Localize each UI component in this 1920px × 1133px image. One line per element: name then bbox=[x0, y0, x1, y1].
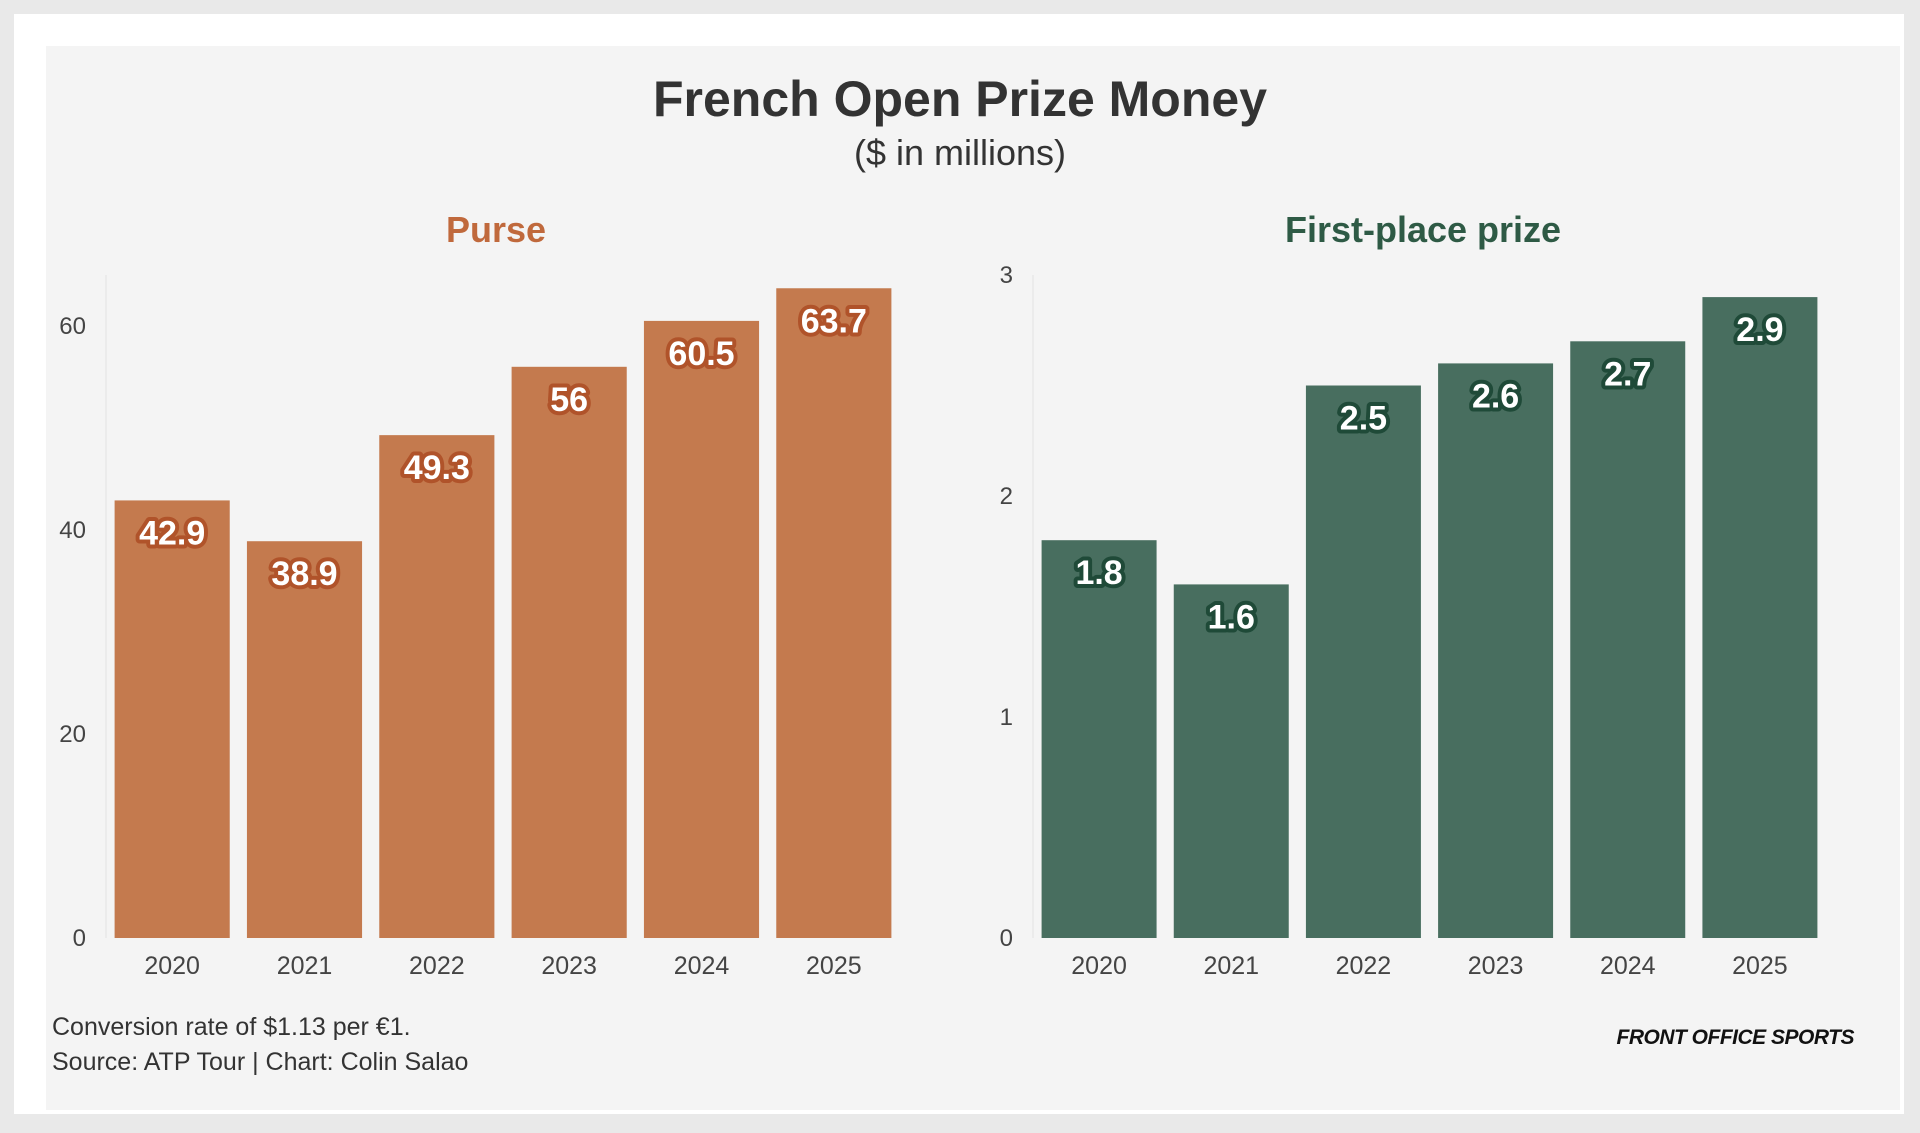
purse-panel-title: Purse bbox=[446, 209, 546, 250]
purse-x-tick-label-2025: 2025 bbox=[806, 952, 862, 980]
purse-x-tick-label-2022: 2022 bbox=[409, 952, 465, 980]
prize-bar-2024 bbox=[1570, 341, 1686, 938]
purse-value-label-2023: 56 bbox=[550, 381, 588, 419]
prize-bar-2021 bbox=[1173, 584, 1289, 938]
prize-x-tick-label-2021: 2021 bbox=[1203, 952, 1259, 980]
purse-y-tick-label: 40 bbox=[59, 517, 86, 544]
purse-x-tick-label-2024: 2024 bbox=[674, 952, 730, 980]
source-credit: Source: ATP Tour | Chart: Colin Salao bbox=[52, 1048, 469, 1076]
purse-y-tick-label: 60 bbox=[59, 313, 86, 340]
purse-value-label-2025: 63.7 bbox=[801, 302, 867, 340]
prize-y-tick-label: 1 bbox=[1000, 704, 1013, 731]
prize-bar-2022 bbox=[1305, 385, 1421, 938]
prize-x-tick-label-2022: 2022 bbox=[1336, 952, 1392, 980]
prize-y-tick-label: 3 bbox=[1000, 262, 1013, 289]
purse-x-tick-label-2020: 2020 bbox=[144, 952, 200, 980]
purse-bar-2024 bbox=[643, 320, 760, 938]
brand-logo: FRONT OFFICE SPORTS bbox=[1616, 1026, 1855, 1049]
prize-value-label-2020: 1.8 bbox=[1075, 554, 1122, 592]
prize-value-label-2023: 2.6 bbox=[1472, 377, 1519, 415]
prize-value-label-2025: 2.9 bbox=[1736, 311, 1783, 349]
chart-subtitle: ($ in millions) bbox=[853, 132, 1067, 173]
purse-bar-2023 bbox=[511, 366, 627, 938]
first-place-prize-chart: First-place prize 0 1 2 3 1.8 2020 1.6 2021 2.5 20… bbox=[1000, 209, 1818, 980]
purse-y-tick-label: 20 bbox=[59, 721, 86, 748]
footnote: Conversion rate of $1.13 per €1. Source:… bbox=[52, 1010, 468, 1080]
prize-y-tick-label: 2 bbox=[1000, 483, 1013, 510]
prize-panel-title: First-place prize bbox=[1285, 209, 1561, 250]
prize-bar-2023 bbox=[1438, 363, 1554, 938]
prize-bar-2025 bbox=[1702, 297, 1818, 939]
prize-x-tick-label-2025: 2025 bbox=[1732, 952, 1788, 980]
purse-bar-2021 bbox=[246, 541, 363, 938]
purse-bar-2025 bbox=[776, 288, 892, 938]
purse-y-tick-label: 0 bbox=[73, 925, 86, 952]
prize-value-label-2021: 1.6 bbox=[1208, 598, 1255, 636]
purse-value-label-2022: 49.3 bbox=[404, 449, 470, 487]
purse-x-tick-label-2023: 2023 bbox=[541, 952, 597, 980]
purse-x-tick-label-2021: 2021 bbox=[277, 952, 333, 980]
prize-x-tick-label-2023: 2023 bbox=[1468, 952, 1524, 980]
prize-x-tick-label-2024: 2024 bbox=[1600, 952, 1656, 980]
prize-x-tick-label-2020: 2020 bbox=[1071, 952, 1127, 980]
prize-bar-2020 bbox=[1041, 540, 1157, 938]
purse-chart: Purse 0 20 40 60 42.9 2020 38.9 2021 49.3 2022 56 20… bbox=[59, 209, 892, 980]
prize-y-tick-label: 0 bbox=[1000, 925, 1013, 952]
prize-value-label-2024: 2.7 bbox=[1604, 355, 1651, 393]
purse-value-label-2021: 38.9 bbox=[271, 555, 337, 593]
purse-bar-2022 bbox=[379, 435, 495, 938]
purse-value-label-2020: 42.9 bbox=[139, 514, 205, 552]
purse-bar-2020 bbox=[114, 500, 230, 938]
purse-value-label-2024: 60.5 bbox=[668, 335, 734, 373]
conversion-note: Conversion rate of $1.13 per €1. bbox=[52, 1013, 411, 1041]
prize-value-label-2022: 2.5 bbox=[1340, 400, 1387, 438]
chart-title: French Open Prize Money bbox=[652, 71, 1267, 127]
